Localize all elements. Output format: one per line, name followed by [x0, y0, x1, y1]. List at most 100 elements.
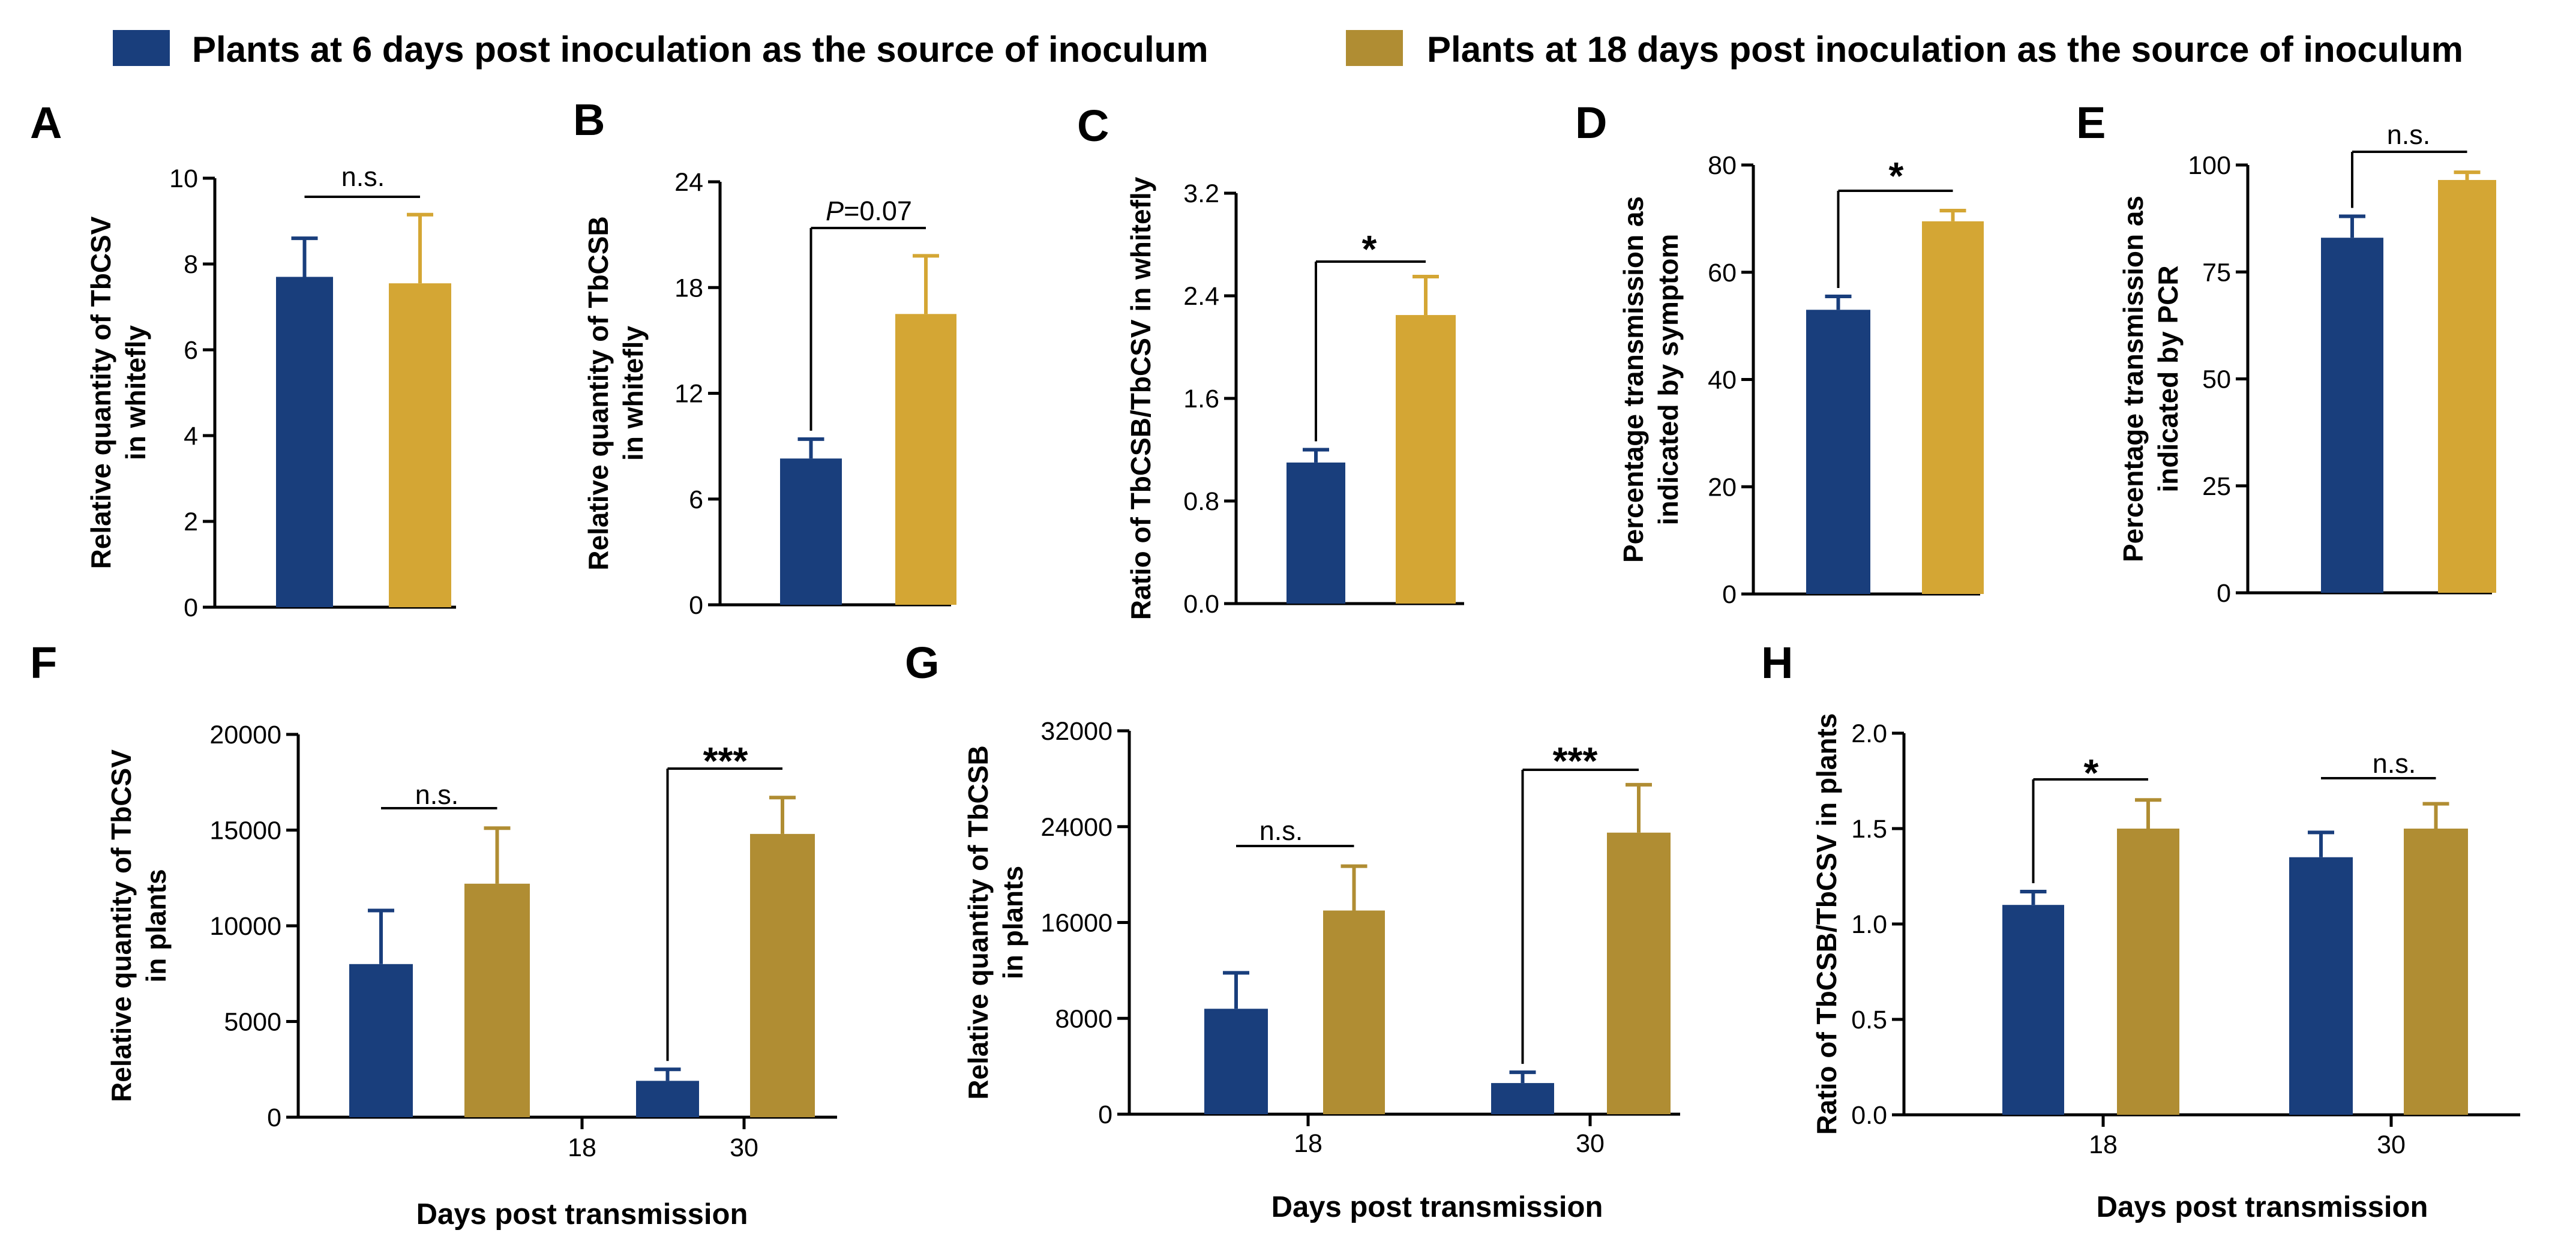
y-axis-label: Percentage transmission as indicated by P… — [2118, 196, 2184, 562]
y-tick-label: 0.0 — [1851, 1101, 1887, 1130]
y-tick-label: 0.0 — [1183, 590, 1219, 619]
bar — [895, 314, 956, 605]
y-tick-label: 20000 — [209, 721, 281, 749]
legend-swatch-18dpi — [1346, 30, 1403, 66]
y-axis-label: Relative quantity of TbCSB in plants — [962, 745, 1028, 1099]
y-axis-label: Relative quantity of TbCSB in whitefly — [583, 216, 649, 570]
y-tick-label: 50 — [2202, 365, 2231, 394]
significance-label: n.s. — [415, 779, 459, 810]
y-axis-label-line: Relative quantity of TbCSB — [583, 216, 614, 570]
x-tick-label: 18 — [1294, 1129, 1323, 1158]
y-tick-label: 2 — [184, 508, 198, 536]
y-tick-label: 32000 — [1040, 717, 1112, 746]
y-axis-label-line: indicated by symptom — [1653, 234, 1684, 526]
bar — [780, 458, 842, 605]
x-axis-label: Days post transmission — [1271, 1191, 1603, 1223]
y-tick-label: 1.0 — [1851, 910, 1887, 939]
y-tick-label: 10000 — [209, 912, 281, 941]
panel-g: G 0 8000 16000 24000 32000 Relative quantity o… — [905, 638, 1680, 1223]
significance-label: n.s. — [2373, 748, 2416, 779]
bar — [1806, 310, 1870, 594]
y-tick-label: 12 — [674, 380, 703, 409]
y-tick-label: 40 — [1708, 366, 1737, 395]
x-tick-label: 30 — [730, 1133, 758, 1162]
y-tick-label: 16000 — [1040, 909, 1112, 938]
significance-label: *** — [703, 739, 748, 782]
y-tick-label: 0 — [184, 593, 198, 622]
panel-d: D 0 20 40 60 80 Percentage transmission as indi… — [1575, 98, 1984, 609]
y-tick-label: 15000 — [209, 817, 281, 845]
y-tick-label: 2.4 — [1183, 282, 1219, 311]
panel-letter: C — [1077, 101, 1109, 151]
y-axis-label: Percentage transmission as indicated by s… — [1618, 196, 1684, 563]
bar — [1922, 221, 1984, 594]
y-axis-label: Relative quantity of TbCSV in plants — [106, 749, 172, 1102]
y-tick-label: 1.5 — [1851, 815, 1887, 844]
y-axis-label-line: Relative quantity of TbCSB — [962, 745, 994, 1099]
legend-label-18dpi: Plants at 18 days post inoculation as th… — [1427, 29, 2463, 70]
bar — [2002, 905, 2064, 1115]
p-symbol: P — [826, 196, 844, 226]
bar — [1204, 1009, 1268, 1114]
legend-label-6dpi: Plants at 6 days post inoculation as the… — [192, 29, 1208, 70]
significance-label: *** — [1553, 739, 1598, 782]
bar — [1323, 910, 1385, 1114]
y-tick-label: 100 — [2188, 151, 2231, 180]
significance-label: P=0.07 — [826, 196, 912, 226]
y-tick-label: 0 — [267, 1103, 281, 1132]
bar — [389, 283, 451, 607]
y-axis-label-line: indicated by PCR — [2152, 265, 2184, 492]
x-tick-label: 30 — [1576, 1129, 1605, 1158]
panel-c: C 0.0 0.8 1.6 2.4 3.2 Ratio of TbCSB/TbCSV in … — [1077, 101, 1464, 620]
y-axis-label: Ratio of TbCSB/TbCSV in whitefly — [1125, 176, 1156, 620]
bar — [636, 1081, 699, 1117]
panel-letter: H — [1761, 638, 1793, 688]
y-tick-label: 60 — [1708, 259, 1737, 287]
significance-label: n.s. — [341, 161, 385, 192]
significance-label: n.s. — [1259, 815, 1303, 846]
y-axis-label-line: in plants — [997, 866, 1028, 979]
bar — [750, 833, 815, 1117]
legend-swatch-6dpi — [113, 30, 170, 66]
y-tick-label: 25 — [2202, 472, 2231, 501]
y-tick-label: 0 — [1098, 1100, 1112, 1129]
y-tick-label: 20 — [1708, 473, 1737, 502]
bar — [1286, 462, 1345, 604]
y-tick-label: 8 — [184, 250, 198, 279]
y-tick-label: 2.0 — [1851, 719, 1887, 748]
y-tick-label: 8000 — [1055, 1004, 1112, 1033]
y-tick-label: 0.8 — [1183, 487, 1219, 516]
x-axis-label: Days post transmission — [2097, 1191, 2428, 1223]
y-tick-label: 6 — [689, 485, 703, 514]
y-axis-label-line: in whitefly — [617, 326, 649, 461]
y-tick-label: 1.6 — [1183, 385, 1219, 413]
x-tick-label: 30 — [2377, 1130, 2406, 1159]
y-tick-label: 6 — [184, 336, 198, 365]
bar — [1396, 315, 1456, 604]
y-tick-label: 4 — [184, 422, 198, 451]
y-tick-label: 10 — [169, 164, 198, 193]
bar — [2117, 829, 2179, 1115]
y-tick-label: 18 — [674, 274, 703, 302]
bar — [276, 277, 333, 607]
legend: Plants at 6 days post inoculation as the… — [113, 29, 2463, 70]
bar — [1607, 832, 1671, 1114]
bar — [2404, 829, 2468, 1115]
bar — [2321, 238, 2383, 593]
y-tick-label: 0 — [2217, 579, 2231, 608]
panel-b: B 0 6 12 18 24 Relative quantity of TbCSB in wh… — [573, 95, 956, 620]
bar — [2289, 857, 2353, 1115]
bar — [349, 964, 413, 1117]
y-tick-label: 0 — [1722, 580, 1737, 609]
y-tick-label: 0 — [689, 591, 703, 620]
y-tick-label: 5000 — [224, 1008, 281, 1037]
p-value: =0.07 — [844, 196, 912, 226]
y-axis-label: Ratio of TbCSB/TbCSV in plants — [1811, 713, 1842, 1135]
y-axis-label-line: Percentage transmission as — [1618, 196, 1649, 563]
panel-letter: B — [573, 95, 605, 145]
y-axis-label-line: in plants — [140, 869, 172, 982]
bar — [2438, 179, 2496, 593]
